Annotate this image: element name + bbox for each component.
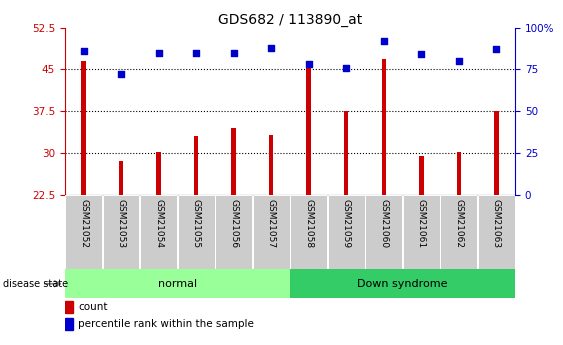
Bar (478, 195, 515, 269)
Bar (119, 161, 123, 195)
Bar (440, 195, 477, 269)
Text: GSM21061: GSM21061 (417, 199, 426, 248)
Point (379, 38, 388, 44)
Point (229, 50, 238, 56)
Point (191, 50, 200, 56)
Text: GSM21060: GSM21060 (379, 199, 388, 248)
Text: count: count (78, 302, 108, 312)
Bar (344, 111, 348, 195)
Bar (291, 195, 327, 269)
Bar (157, 152, 161, 195)
Point (454, 58, 463, 64)
Text: GSM21062: GSM21062 (454, 199, 463, 248)
Bar (457, 152, 461, 195)
Text: GSM21057: GSM21057 (267, 199, 276, 248)
Bar (253, 195, 289, 269)
Bar (494, 111, 499, 195)
Text: Down syndrome: Down syndrome (358, 279, 448, 289)
Bar (65, 195, 102, 269)
Bar (365, 195, 402, 269)
Bar (81, 61, 86, 195)
Text: GSM21054: GSM21054 (154, 199, 163, 248)
Bar (382, 59, 386, 195)
Point (79, 48, 88, 54)
Point (267, 45, 276, 50)
Text: GSM21052: GSM21052 (79, 199, 88, 248)
Bar (102, 195, 140, 269)
Bar (215, 195, 252, 269)
Bar (403, 195, 440, 269)
Point (304, 62, 313, 67)
Bar (178, 195, 215, 269)
Bar (65, 269, 290, 298)
Bar (328, 195, 365, 269)
Text: normal: normal (158, 279, 197, 289)
Bar (65, 301, 73, 313)
Bar (140, 195, 177, 269)
Bar (306, 61, 311, 195)
Point (117, 72, 126, 77)
Text: GSM21053: GSM21053 (117, 199, 126, 248)
Bar (65, 318, 73, 330)
Bar (194, 136, 198, 195)
Text: GSM21056: GSM21056 (229, 199, 238, 248)
Title: GDS682 / 113890_at: GDS682 / 113890_at (218, 12, 362, 27)
Bar (290, 269, 515, 298)
Text: GSM21055: GSM21055 (191, 199, 200, 248)
Text: GSM21059: GSM21059 (342, 199, 351, 248)
Text: percentile rank within the sample: percentile rank within the sample (78, 319, 254, 329)
Bar (269, 135, 274, 195)
Text: GSM21058: GSM21058 (304, 199, 313, 248)
Bar (419, 156, 423, 195)
Point (417, 52, 426, 57)
Bar (231, 128, 236, 195)
Point (342, 65, 351, 70)
Text: disease state: disease state (3, 279, 68, 289)
Point (154, 50, 163, 56)
Text: GSM21063: GSM21063 (492, 199, 501, 248)
Point (492, 47, 501, 52)
